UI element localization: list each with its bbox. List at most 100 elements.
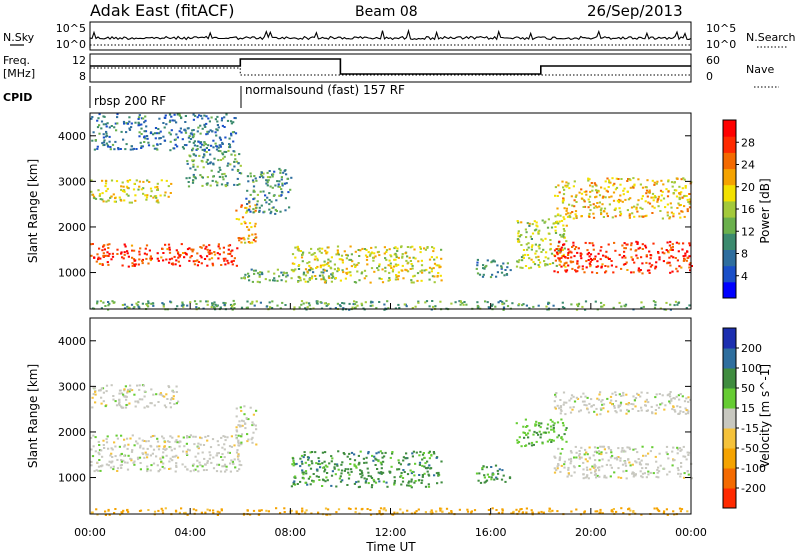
- power-cell: [590, 182, 593, 184]
- power-cell: [680, 210, 683, 213]
- velocity-cell: [392, 513, 395, 516]
- velocity-cell: [380, 472, 383, 475]
- power-cell: [626, 269, 629, 271]
- velocity-cell: [157, 401, 160, 403]
- velocity-cell: [437, 473, 440, 476]
- power-cell: [273, 170, 276, 173]
- velocity-cell: [195, 509, 198, 512]
- power-cell: [169, 140, 172, 143]
- velocity-cell: [508, 477, 512, 480]
- power-cell: [684, 185, 687, 187]
- velocity-cell: [366, 508, 369, 510]
- power-cell: [231, 263, 234, 266]
- power-cell: [103, 244, 106, 247]
- velocity-cell: [136, 456, 140, 459]
- power-cell: [653, 195, 657, 197]
- power-cell: [300, 256, 304, 259]
- power-cell: [482, 267, 485, 270]
- velocity-cell: [647, 470, 650, 473]
- power-cell: [611, 177, 614, 180]
- power-cell: [395, 254, 398, 257]
- power-cell: [152, 144, 155, 147]
- power-cell: [420, 259, 423, 262]
- velocity-cell: [585, 466, 589, 469]
- power-cell: [659, 210, 662, 212]
- power-cell: [94, 139, 97, 141]
- velocity-cell: [458, 508, 461, 511]
- power-cell: [102, 252, 105, 255]
- power-cell: [215, 148, 219, 151]
- velocity-cell: [120, 406, 124, 409]
- power-cell: [381, 281, 385, 284]
- power-cell: [505, 299, 508, 302]
- power-cell: [659, 189, 663, 192]
- power-cell: [639, 183, 642, 186]
- velocity-cell: [171, 455, 174, 458]
- power-cell: [570, 303, 573, 306]
- power-cell: [575, 215, 578, 217]
- velocity-cell: [563, 401, 566, 404]
- colorbar-tick-label: 15: [741, 402, 755, 415]
- power-cell: [188, 176, 191, 179]
- power-cell: [671, 245, 674, 248]
- velocity-cell: [355, 466, 358, 469]
- velocity-cell: [428, 457, 431, 460]
- power-cell: [556, 253, 559, 256]
- power-cell: [291, 253, 295, 256]
- power-cell: [280, 188, 283, 191]
- velocity-cell: [134, 405, 137, 408]
- power-cell: [116, 253, 119, 255]
- velocity-cell: [548, 438, 551, 441]
- power-cell: [149, 255, 152, 258]
- power-cell: [260, 271, 264, 274]
- power-cell: [134, 259, 137, 262]
- power-cell: [251, 241, 254, 244]
- power-cell: [562, 224, 565, 227]
- velocity-cell: [98, 453, 101, 456]
- velocity-cell: [550, 428, 553, 431]
- velocity-cell: [553, 406, 557, 409]
- velocity-cell: [426, 460, 429, 463]
- power-cell: [651, 179, 654, 182]
- velocity-cell: [239, 406, 242, 409]
- power-cell: [538, 229, 541, 232]
- velocity-cell: [562, 391, 566, 394]
- power-cell: [401, 253, 404, 255]
- velocity-cell: [634, 473, 637, 476]
- velocity-cell: [354, 465, 357, 468]
- power-cell: [97, 117, 100, 120]
- velocity-cell: [422, 452, 425, 454]
- velocity-cell: [689, 398, 692, 401]
- power-cell: [549, 243, 552, 246]
- power-cell: [255, 300, 258, 303]
- power-cell: [252, 180, 255, 183]
- power-cell: [639, 269, 642, 271]
- power-cell: [432, 305, 435, 308]
- power-cell: [581, 265, 584, 268]
- velocity-cell: [166, 398, 169, 400]
- power-cell: [152, 196, 155, 199]
- power-cell: [573, 255, 576, 258]
- power-cell: [185, 144, 188, 147]
- power-cell: [266, 184, 269, 187]
- velocity-cell: [120, 459, 123, 461]
- power-cell: [675, 267, 678, 270]
- power-cell: [308, 302, 311, 305]
- power-cell: [499, 300, 502, 302]
- power-cell: [530, 238, 533, 240]
- velocity-cell: [107, 508, 110, 511]
- power-cell: [581, 268, 584, 271]
- power-cell: [587, 206, 590, 209]
- velocity-cell: [634, 460, 637, 463]
- velocity-cell: [414, 480, 417, 482]
- velocity-cell: [357, 480, 360, 483]
- power-cell: [430, 270, 433, 273]
- velocity-cell: [540, 510, 543, 513]
- power-cell: [141, 145, 144, 148]
- power-cell: [506, 266, 509, 269]
- power-cell: [245, 306, 248, 309]
- velocity-cell: [562, 403, 565, 406]
- velocity-cell: [241, 424, 244, 427]
- power-cell: [107, 255, 110, 257]
- power-cell: [246, 203, 249, 205]
